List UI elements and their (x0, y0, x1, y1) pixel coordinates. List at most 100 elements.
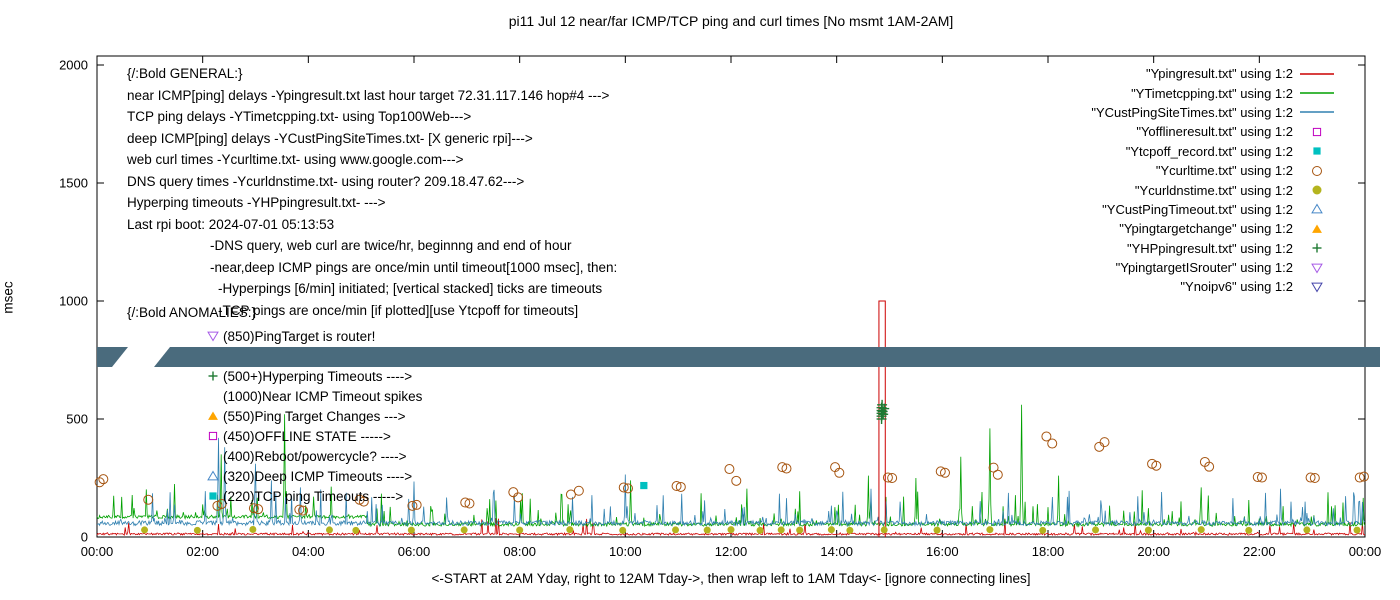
anomaly-text: (500+)Hyperping Timeouts ----> (223, 368, 413, 384)
general-line: {/:Bold GENERAL:} (127, 66, 243, 81)
x-tick-label: 00:00 (1349, 544, 1382, 559)
legend-item: "Ypingtargetchange" using 1:2 (1091, 219, 1336, 238)
x-tick-label: 20:00 (1137, 544, 1170, 559)
anomaly-square-fill-icon (205, 489, 220, 503)
legend-item: "Ypingresult.txt" using 1:2 (1091, 64, 1336, 83)
anomaly-text: (450)OFFLINE STATE -----> (223, 428, 391, 444)
legend-label: "Ycurldnstime.txt" using 1:2 (1134, 182, 1293, 198)
x-axis-label: <-START at 2AM Yday, right to 12AM Tday-… (431, 571, 1031, 586)
general-line: -Hyperpings [6/min] initiated; [vertical… (218, 281, 603, 296)
general-line: DNS query times -Ycurldnstime.txt- using… (127, 173, 525, 189)
legend-item: "YHPpingresult.txt" using 1:2 (1091, 239, 1336, 258)
legend-label: "Ynoipv6" using 1:2 (1180, 279, 1293, 295)
x-tick-label: 02:00 (186, 544, 219, 559)
general-line: Hyperping timeouts -YHPpingresult.txt- -… (127, 195, 386, 210)
general-line: -DNS query, web curl are twice/hr, begin… (210, 238, 572, 253)
general-line: -near,deep ICMP pings are once/min until… (210, 259, 618, 275)
anomaly-text: (320)Deep ICMP Timeouts ----> (223, 468, 413, 484)
x-tick-label: 12:00 (715, 544, 748, 559)
x-tick-label: 16:00 (926, 544, 959, 559)
anomaly-text: (400)Reboot/powercycle? ----> (223, 448, 407, 464)
x-tick-label: 18:00 (1032, 544, 1065, 559)
anomaly-item: (1000)Near ICMP Timeout spikes (205, 387, 422, 405)
legend-item: "YCustPingSiteTimes.txt" using 1:2 (1091, 103, 1336, 122)
legend-label: "Ypingresult.txt" using 1:2 (1145, 66, 1293, 82)
anomaly-triangle-up-open-icon (205, 469, 220, 483)
legend-item: "Ynoipv6" using 1:2 (1091, 277, 1336, 296)
legend-key-triangle-up-fill-icon (1298, 222, 1336, 236)
x-tick-label: 04:00 (292, 544, 325, 559)
markers-YHPpingresult (876, 399, 890, 424)
general-annotations: {/:Bold GENERAL:} near ICMP[ping] delays … (127, 63, 617, 321)
legend-label: "YCustPingSiteTimes.txt" using 1:2 (1091, 104, 1293, 120)
anomaly-annotations: {/:Bold ANOMALIES:} (850)PingTarget is r… (127, 303, 627, 523)
legend-key-triangle-down-open-icon (1298, 261, 1336, 275)
anomaly-triangle-down-open-icon (205, 329, 220, 343)
x-tick-label: 14:00 (820, 544, 853, 559)
legend-key-square-open-icon (1298, 125, 1336, 139)
legend-item: "Ycurldnstime.txt" using 1:2 (1091, 180, 1336, 199)
anomaly-text: (850)PingTarget is router! (223, 328, 376, 344)
series-YCustPingSiteTimes (96, 437, 1366, 527)
legend-label: "YpingtargetISrouter" using 1:2 (1115, 260, 1293, 276)
y-tick-label: 1500 (59, 176, 88, 191)
legend: "Ypingresult.txt" using 1:2 "YTimetcpping… (1091, 64, 1336, 297)
legend-item: "Yofflineresult.txt" using 1:2 (1091, 122, 1336, 141)
legend-label: "YTimetcpping.txt" using 1:2 (1131, 85, 1293, 101)
legend-item: "Ycurltime.txt" using 1:2 (1091, 161, 1336, 180)
general-line: -TCP pings are once/min [if plotted][use… (218, 302, 579, 318)
chart-title: pi11 Jul 12 near/far ICMP/TCP ping and c… (508, 13, 954, 29)
general-line: deep ICMP[ping] delays -YCustPingSiteTim… (127, 130, 533, 146)
legend-key-line-icon (1298, 86, 1336, 100)
anomaly-text: (550)Ping Target Changes ---> (223, 408, 406, 424)
legend-label: "Ypingtargetchange" using 1:2 (1119, 221, 1293, 237)
markers-Ytcpoff_record (640, 481, 648, 490)
markers-Ycurltime (94, 431, 1369, 516)
y-tick-label: 500 (66, 412, 88, 427)
general-line: near ICMP[ping] delays -Ypingresult.txt … (127, 87, 610, 103)
legend-key-line-icon (1298, 67, 1336, 81)
legend-key-triangle-up-open-icon (1298, 202, 1336, 216)
anomaly-text: (1000)Near ICMP Timeout spikes (223, 388, 423, 404)
anomaly-item: (850)PingTarget is router! (205, 327, 375, 345)
legend-item: "YpingtargetISrouter" using 1:2 (1091, 258, 1336, 277)
anomaly-item: (220)TCP ping Timeouts -----> (205, 487, 403, 505)
general-line: TCP ping delays -YTimetcpping.txt- using… (127, 109, 472, 124)
anomaly-item (205, 347, 223, 365)
anomaly-item: (500+)Hyperping Timeouts ----> (205, 367, 412, 385)
legend-item: "YCustPingTimeout.txt" using 1:2 (1091, 200, 1336, 219)
markers-Ycurldnstime (141, 525, 1361, 534)
anomaly-triangle-up-fill-icon (205, 409, 220, 423)
legend-key-triangle-down-open-icon (1298, 280, 1336, 294)
legend-key-line-icon (1298, 105, 1336, 119)
x-tick-label: 22:00 (1243, 544, 1276, 559)
x-tick-label: 06:00 (398, 544, 431, 559)
x-tick-label: 00:00 (81, 544, 114, 559)
y-tick-label: 1000 (59, 294, 88, 309)
anomaly-item: (320)Deep ICMP Timeouts ----> (205, 467, 412, 485)
x-tick-label: 10:00 (609, 544, 642, 559)
legend-label: "Ytcpoff_record.txt" using 1:2 (1125, 143, 1293, 159)
legend-key-square-fill-icon (1298, 144, 1336, 158)
legend-item: "Ytcpoff_record.txt" using 1:2 (1091, 142, 1336, 161)
legend-key-circle-fill-icon (1298, 183, 1336, 197)
anomaly-square-open-icon (205, 429, 220, 443)
y-tick-label: 0 (81, 530, 88, 545)
anomalies-heading: {/:Bold ANOMALIES:} (127, 305, 257, 320)
legend-key-circle-open-icon (1298, 164, 1336, 178)
legend-label: "Yofflineresult.txt" using 1:2 (1136, 124, 1293, 140)
anomaly-text: (220)TCP ping Timeouts -----> (223, 488, 404, 504)
legend-label: "YCustPingTimeout.txt" using 1:2 (1102, 201, 1293, 217)
legend-label: "YHPpingresult.txt" using 1:2 (1126, 240, 1293, 256)
anomaly-item: (400)Reboot/powercycle? ----> (205, 447, 406, 465)
legend-key-plus-icon (1298, 241, 1336, 255)
anomaly-item: (550)Ping Target Changes ---> (205, 407, 405, 425)
x-tick-label: 08:00 (503, 544, 536, 559)
general-line: web curl times -Ycurltime.txt- using www… (127, 152, 464, 167)
legend-label: "Ycurltime.txt" using 1:2 (1155, 163, 1293, 179)
anomaly-plus-icon (205, 369, 220, 383)
legend-item: "YTimetcpping.txt" using 1:2 (1091, 83, 1336, 102)
general-line: Last rpi boot: 2024-07-01 05:13:53 (127, 216, 335, 232)
